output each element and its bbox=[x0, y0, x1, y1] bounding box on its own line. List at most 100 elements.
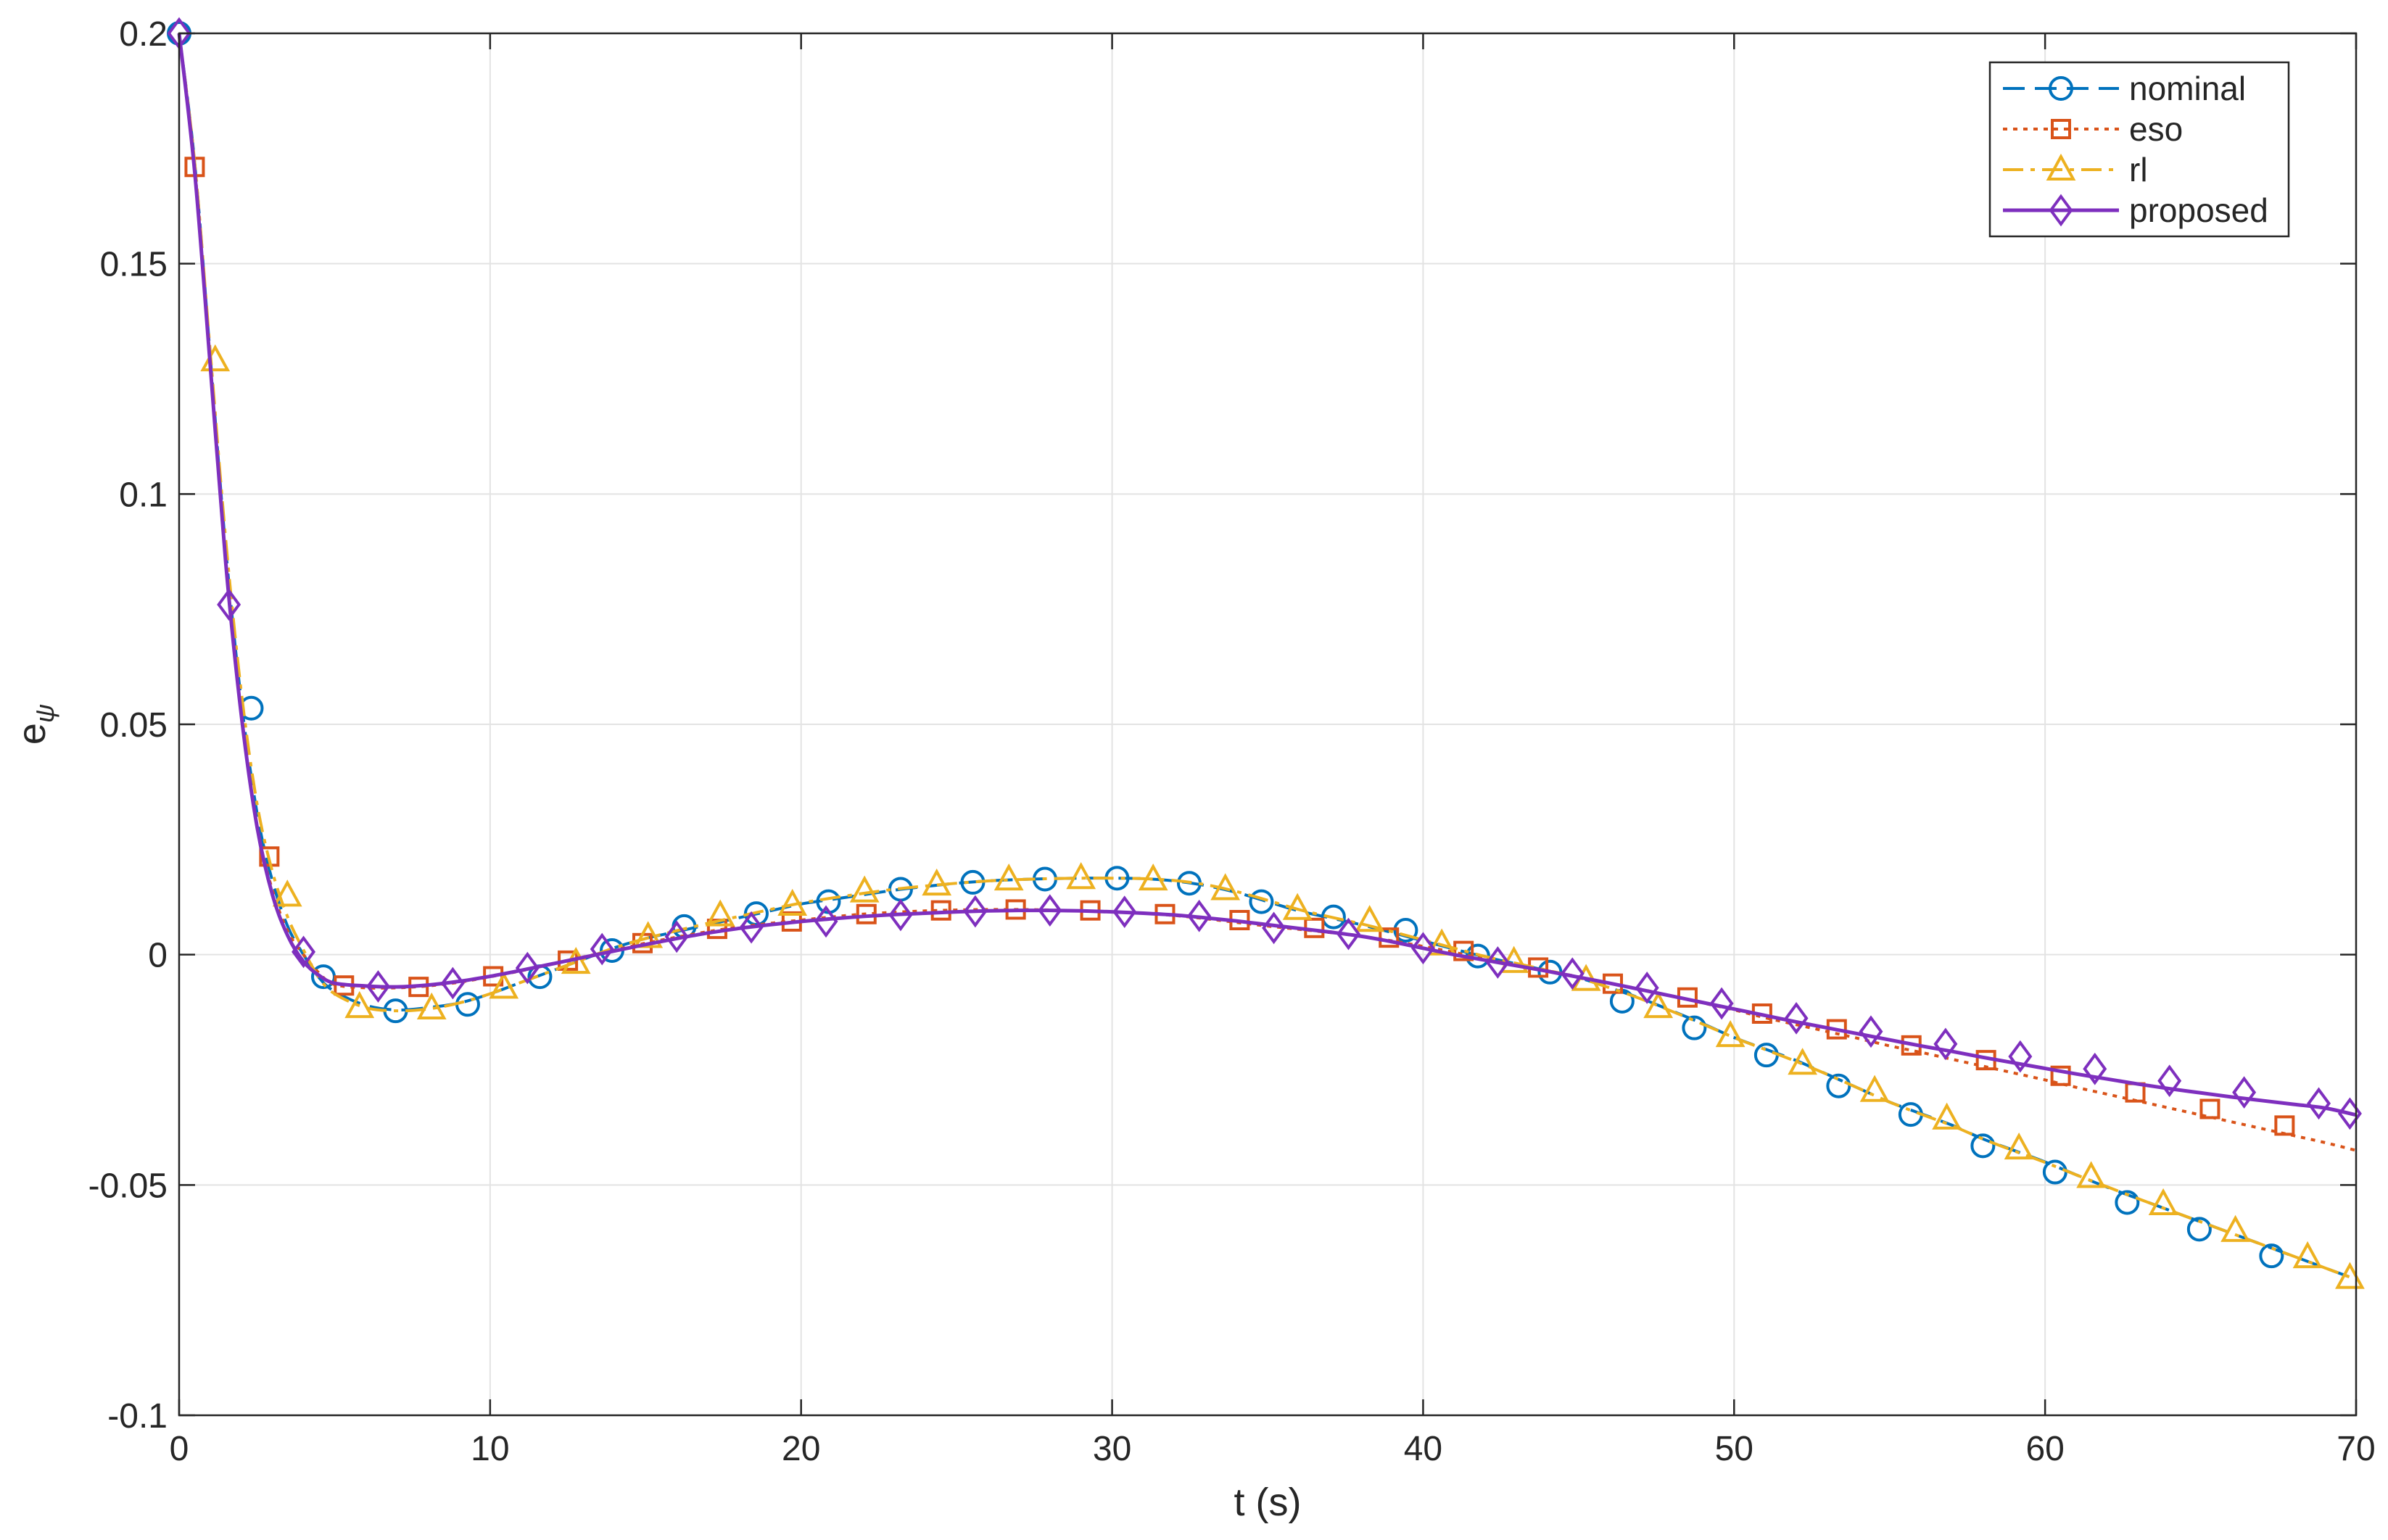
x-tick-label: 50 bbox=[1715, 1430, 1753, 1468]
y-tick-label: 0 bbox=[148, 937, 168, 975]
legend-label: rl bbox=[2129, 151, 2148, 189]
point-eso bbox=[2050, 1065, 2071, 1086]
point-proposed bbox=[515, 951, 540, 985]
point-proposed bbox=[440, 966, 465, 1000]
point-nominal bbox=[1826, 1073, 1851, 1098]
point-rl bbox=[1859, 1075, 1890, 1102]
point-eso bbox=[2199, 1098, 2220, 1119]
legend-marker bbox=[2046, 153, 2076, 181]
point-nominal bbox=[1249, 889, 1274, 914]
ticks bbox=[178, 32, 2358, 1417]
point-proposed bbox=[739, 911, 764, 944]
x-axis-label: t (s) bbox=[1234, 1481, 1302, 1524]
legend-marker bbox=[2049, 194, 2073, 227]
y-axis-label-base: e bbox=[10, 723, 54, 745]
point-proposed bbox=[963, 895, 988, 928]
point-rl bbox=[777, 888, 808, 916]
point-nominal bbox=[1970, 1133, 1996, 1159]
point-nominal bbox=[1321, 904, 1346, 930]
point-rl bbox=[1355, 905, 1385, 932]
point-rl bbox=[705, 899, 735, 927]
point-rl bbox=[1932, 1102, 1962, 1130]
legend-entry-nominal: nominal bbox=[2003, 70, 2246, 107]
y-tick-label: 0.15 bbox=[100, 246, 168, 284]
x-tick-label: 30 bbox=[1093, 1430, 1131, 1468]
point-nominal bbox=[1682, 1015, 1707, 1040]
point-proposed bbox=[2232, 1076, 2257, 1109]
point-proposed bbox=[1410, 932, 1435, 965]
point-proposed bbox=[1635, 972, 1659, 1004]
point-proposed bbox=[1336, 917, 1360, 951]
point-nominal bbox=[2115, 1190, 2140, 1215]
point-rl bbox=[993, 863, 1024, 891]
point-eso bbox=[1453, 940, 1474, 961]
point-rl bbox=[2076, 1161, 2106, 1188]
point-proposed bbox=[888, 898, 913, 932]
point-proposed bbox=[2157, 1064, 2182, 1098]
series-layer bbox=[167, 17, 2365, 1289]
legend-entry-rl: rl bbox=[2003, 151, 2148, 189]
point-eso bbox=[1379, 927, 1400, 948]
point-proposed bbox=[365, 970, 390, 1003]
legend-box bbox=[1988, 61, 2290, 238]
point-proposed bbox=[1784, 1001, 1809, 1035]
x-tick-label: 70 bbox=[2337, 1430, 2375, 1468]
point-rl bbox=[416, 992, 447, 1020]
y-tick-label: -0.1 bbox=[107, 1397, 168, 1436]
point-proposed bbox=[2008, 1040, 2033, 1073]
point-proposed bbox=[2083, 1052, 2107, 1085]
point-proposed bbox=[292, 935, 316, 969]
point-rl bbox=[2004, 1132, 2034, 1160]
point-proposed bbox=[1187, 899, 1212, 932]
point-rl bbox=[922, 868, 952, 896]
point-rl bbox=[633, 921, 664, 948]
x-tick-label: 10 bbox=[471, 1430, 509, 1468]
legend-label: proposed bbox=[2129, 191, 2268, 229]
point-proposed bbox=[814, 905, 838, 938]
point-proposed bbox=[2307, 1087, 2331, 1120]
legend-entry-proposed: proposed bbox=[2003, 191, 2268, 229]
point-eso bbox=[2274, 1115, 2295, 1136]
point-proposed bbox=[1859, 1015, 1883, 1048]
legend-marker bbox=[2049, 76, 2073, 101]
x-tick-label: 0 bbox=[170, 1430, 189, 1468]
point-rl bbox=[1643, 990, 1674, 1019]
point-proposed bbox=[664, 920, 689, 953]
y-axis-label-subscript: ψ bbox=[30, 704, 59, 723]
legend-label: nominal bbox=[2129, 70, 2246, 107]
point-proposed bbox=[1038, 894, 1062, 927]
point-proposed bbox=[217, 588, 241, 621]
tick-labels: 0 10 20 30 40 50 60 70 -0.1 -0.05 0 0.05 0.1 0.15 0.2 bbox=[88, 15, 2376, 1468]
point-rl bbox=[1715, 1019, 1745, 1048]
point-proposed bbox=[1112, 895, 1137, 928]
y-tick-label: 0.05 bbox=[100, 706, 168, 745]
y-tick-label: -0.05 bbox=[88, 1167, 168, 1205]
point-rl bbox=[272, 879, 302, 907]
point-rl bbox=[344, 990, 375, 1019]
point-rl bbox=[1138, 863, 1168, 891]
point-proposed bbox=[590, 932, 614, 966]
series-line-nominal bbox=[178, 33, 2357, 1281]
point-nominal bbox=[2186, 1217, 2212, 1242]
point-rl bbox=[1282, 893, 1313, 920]
point-rl bbox=[1066, 862, 1096, 890]
x-tick-label: 60 bbox=[2025, 1430, 2064, 1468]
legend-entry-eso: eso bbox=[2003, 110, 2183, 148]
x-tick-label: 40 bbox=[1404, 1430, 1442, 1468]
point-proposed bbox=[1933, 1027, 1958, 1061]
point-rl bbox=[849, 875, 880, 903]
point-nominal bbox=[2259, 1243, 2284, 1269]
point-rl bbox=[1788, 1048, 1818, 1075]
point-rl bbox=[489, 972, 519, 999]
legend-marker bbox=[2051, 119, 2071, 139]
point-rl bbox=[2292, 1241, 2323, 1269]
series-nominal bbox=[167, 21, 2357, 1281]
point-rl bbox=[2220, 1214, 2250, 1242]
point-rl bbox=[2148, 1188, 2178, 1216]
point-proposed bbox=[1262, 911, 1286, 945]
y-tick-label: 0.1 bbox=[119, 476, 168, 514]
legend-label: eso bbox=[2129, 110, 2183, 148]
